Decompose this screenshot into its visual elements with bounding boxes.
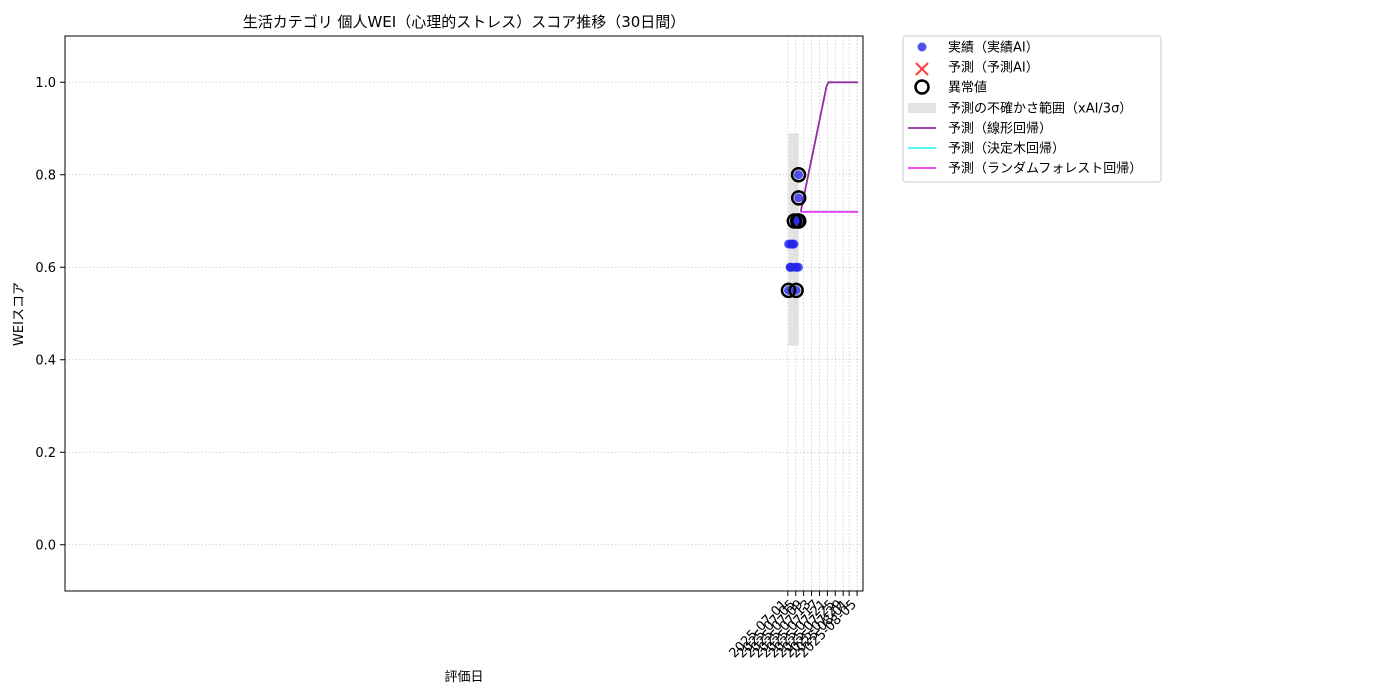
legend-swatch-anomaly	[914, 79, 930, 95]
actual-point	[794, 193, 804, 203]
y-axis-ticks: 0.0 0.2 0.4 0.6 0.8 1.0	[35, 76, 65, 553]
legend-label: 実績（実績AI）	[948, 40, 1039, 56]
y-axis-label: WEIスコア	[12, 282, 27, 346]
actual-points-layer	[783, 170, 804, 295]
anomaly-ring	[790, 167, 807, 183]
legend-label: 異常値	[948, 80, 987, 96]
anomaly-ring	[790, 190, 807, 206]
anomaly-ring	[791, 213, 807, 229]
legend-frame	[902, 35, 1162, 183]
y-tick-label: 0.2	[35, 446, 56, 461]
grid-lines	[65, 36, 863, 591]
legend-label: 予測の不確かさ範囲（xAI/3σ）	[948, 101, 1132, 117]
prediction-lines-layer	[799, 81, 859, 213]
y-tick-label: 0.8	[35, 168, 56, 183]
y-tick-label: 1.0	[35, 76, 56, 91]
y-tick-label: 0.4	[35, 353, 56, 368]
y-tick-label: 0.0	[35, 538, 56, 553]
x-axis-label: 評価日	[444, 670, 483, 685]
x-axis-ticks: 2025-07-012025-07-052025-07-092025-07-13…	[727, 591, 860, 661]
chart-title: 生活カテゴリ 個人WEI（心理的ストレス）スコア推移（30日間）	[243, 13, 686, 31]
actual-point	[794, 170, 804, 180]
plot-frame	[64, 35, 864, 592]
legend-swatch-actual	[917, 42, 927, 52]
legend-label: 予測（決定木回帰）	[948, 141, 1065, 157]
anomaly-ring	[788, 282, 804, 299]
uncertainty-band-layer	[788, 133, 799, 346]
anomaly-ring	[780, 282, 797, 299]
y-tick-label: 0.6	[35, 261, 56, 276]
legend-label: 予測（予測AI）	[948, 61, 1039, 76]
legend-label: 予測（ランダムフォレスト回帰）	[948, 161, 1142, 177]
legend-swatch-band	[908, 103, 936, 113]
actual-point	[789, 239, 799, 249]
uncertainty-band	[788, 133, 799, 346]
linear-regression-line	[799, 81, 859, 212]
legend-label: 予測（線形回帰）	[948, 121, 1052, 137]
legend-swatch-predicted-x	[915, 62, 929, 76]
anomaly-rings-layer	[780, 167, 807, 299]
actual-point	[793, 262, 803, 272]
